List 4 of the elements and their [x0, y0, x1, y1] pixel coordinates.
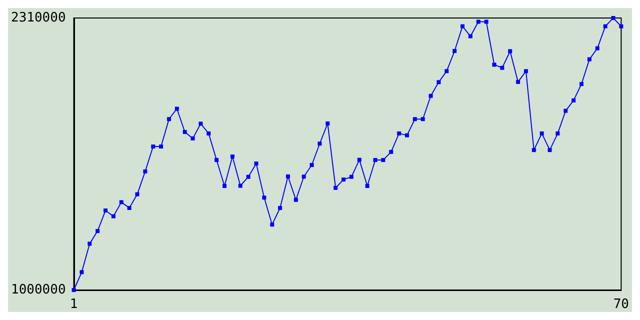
x-tick-label: 1 [70, 297, 78, 312]
y-tick-label: 2310000 [10, 10, 66, 26]
y-tick-label: 1000000 [10, 282, 66, 298]
x-tick-label: 70 [613, 297, 629, 312]
